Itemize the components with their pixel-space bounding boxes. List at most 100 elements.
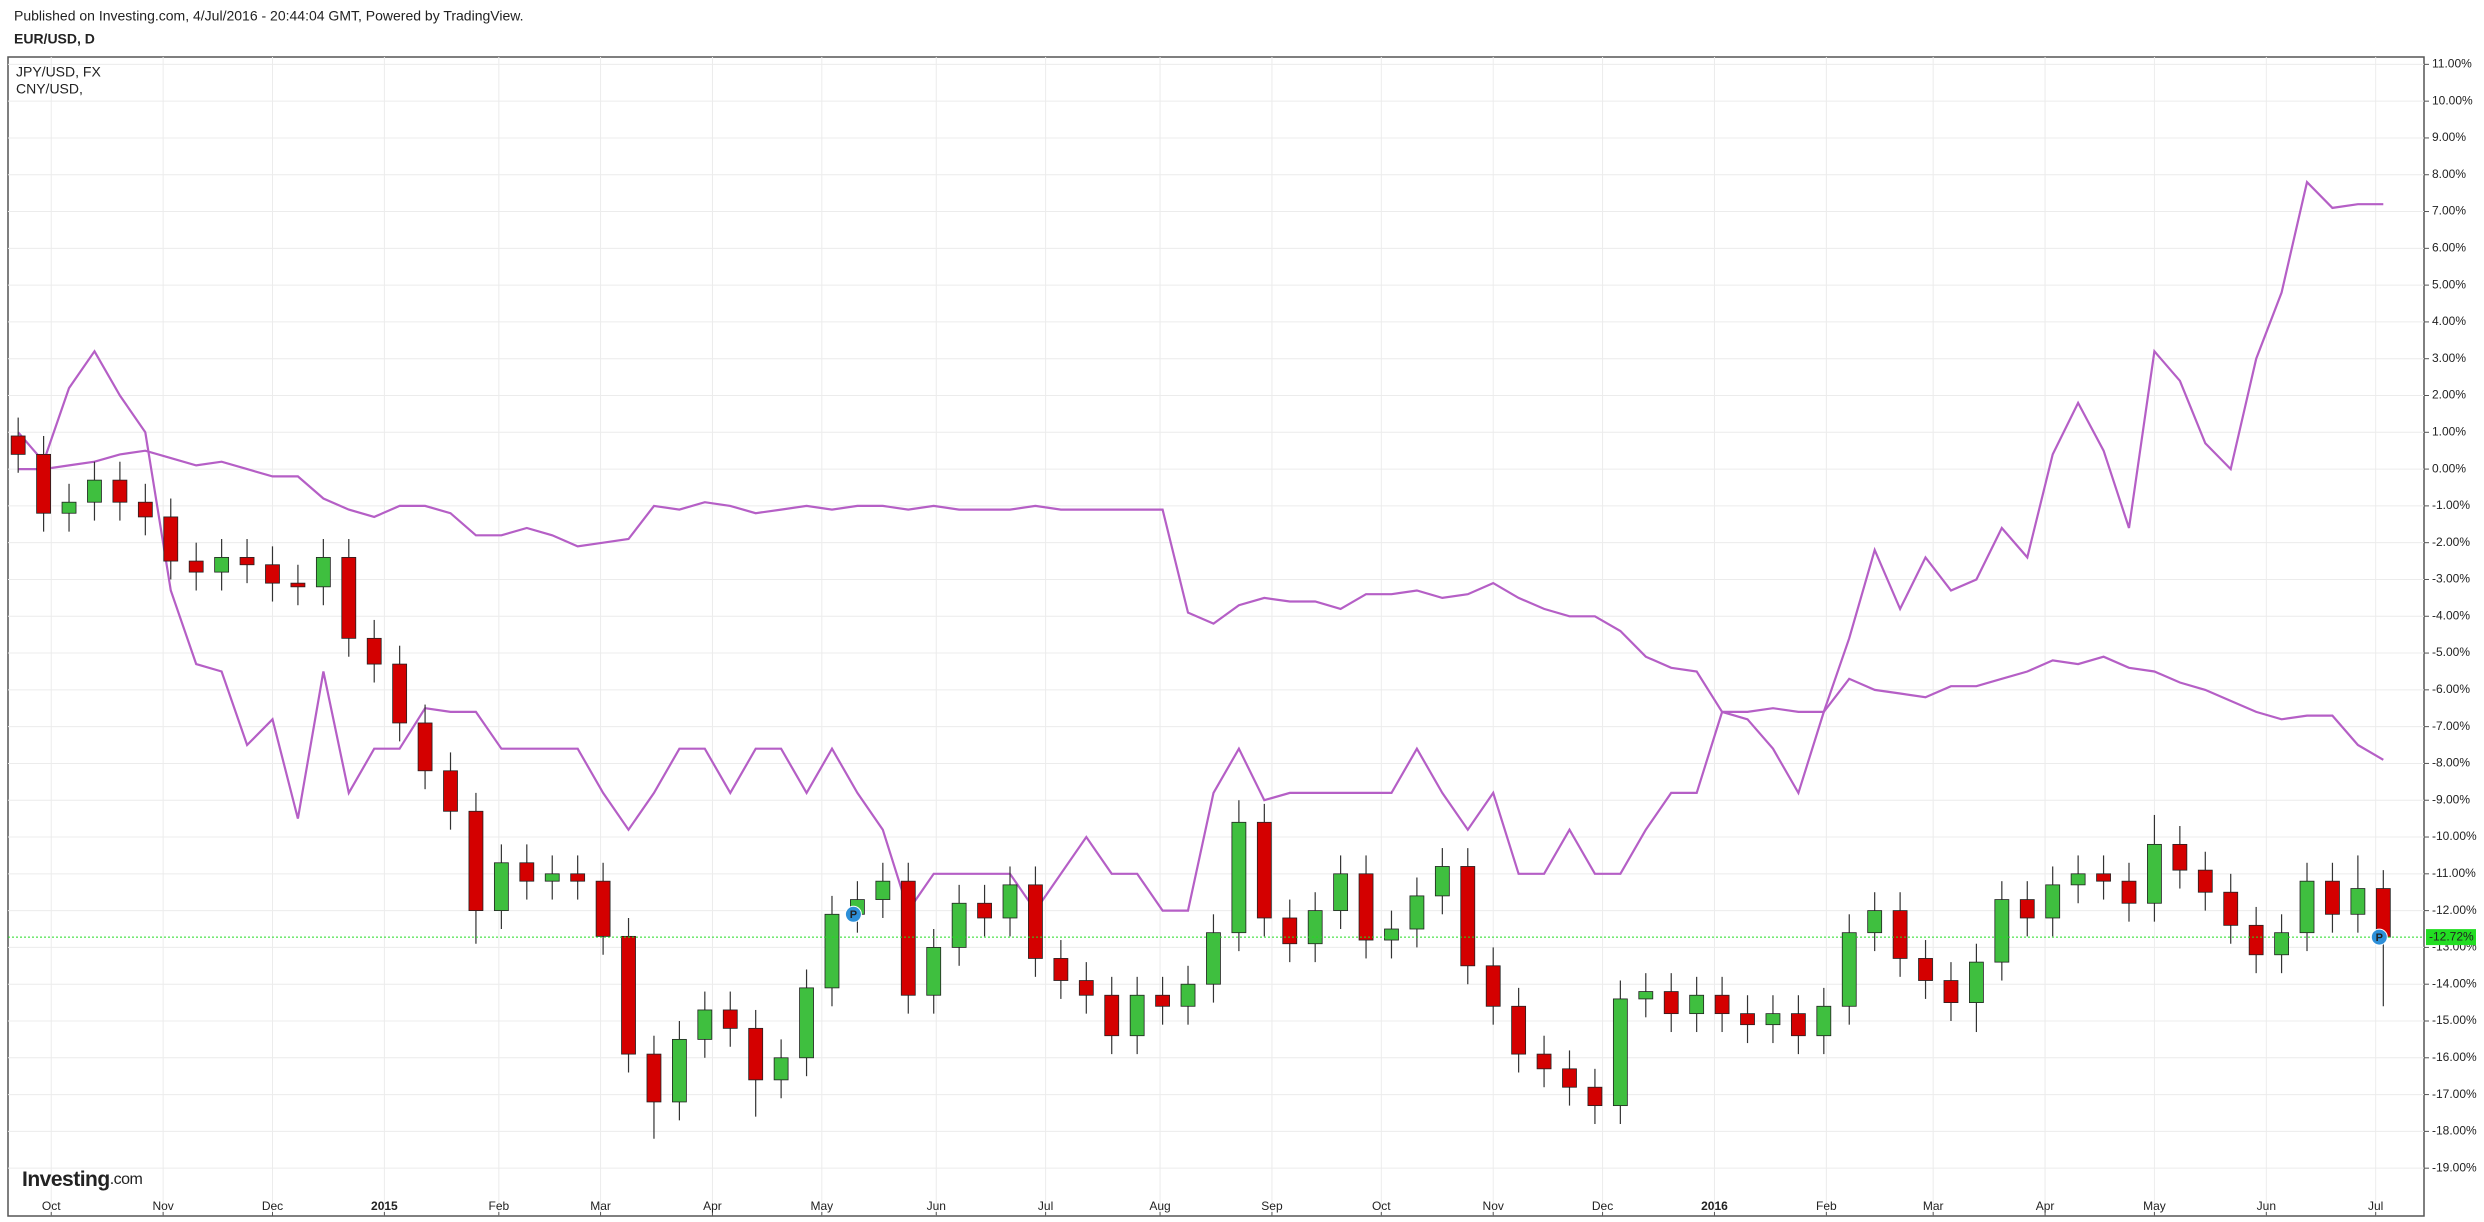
candle-body xyxy=(1231,821,1247,934)
candle-body xyxy=(1765,1013,1781,1026)
candle-body xyxy=(1180,983,1196,1007)
x-tick-label: Aug xyxy=(1149,1199,1170,1213)
candle-body xyxy=(1307,910,1323,945)
header: Published on Investing.com, 4/Jul/2016 -… xyxy=(14,8,523,24)
y-tick-label: -14.00% xyxy=(2432,976,2477,990)
x-tick-label: Jun xyxy=(2257,1199,2276,1213)
candle-body xyxy=(341,556,357,639)
event-marker xyxy=(844,905,862,923)
y-tick-label: 4.00% xyxy=(2432,314,2466,328)
candle-body xyxy=(2070,873,2086,886)
y-tick-label: 11.00% xyxy=(2432,57,2472,71)
candle-body xyxy=(697,1009,713,1040)
x-tick-label: 2016 xyxy=(1701,1199,1728,1213)
x-tick-label: Jul xyxy=(1038,1199,1053,1213)
candle-body xyxy=(1053,958,1069,981)
candle-body xyxy=(1663,991,1679,1015)
event-marker-label: P xyxy=(2376,932,2383,944)
candle-body xyxy=(1841,932,1857,1007)
candle-body xyxy=(87,479,102,503)
candle-body xyxy=(1994,899,2010,963)
y-tick-label: 5.00% xyxy=(2432,277,2466,291)
y-tick-label: -1.00% xyxy=(2432,498,2470,512)
candle-body xyxy=(417,722,433,772)
candle-body xyxy=(1562,1068,1577,1088)
candle-body xyxy=(519,862,535,882)
candle-body xyxy=(951,902,967,948)
y-tick-label: -11.00% xyxy=(2432,866,2476,880)
y-tick-label: -7.00% xyxy=(2432,719,2470,733)
candle-body xyxy=(1129,994,1145,1037)
candle-body xyxy=(2274,932,2289,956)
candle-body xyxy=(544,873,560,882)
y-tick-label: -8.00% xyxy=(2432,756,2470,770)
x-tick-label: Oct xyxy=(42,1199,61,1213)
candle-body xyxy=(290,582,306,588)
candle-body xyxy=(2325,880,2340,915)
line-series xyxy=(17,179,2384,914)
candle-body xyxy=(1460,866,1476,967)
candle-body xyxy=(2019,899,2035,919)
candle-body xyxy=(926,947,942,996)
y-tick-label: -9.00% xyxy=(2432,792,2470,806)
candle-body xyxy=(443,770,458,812)
candle-body xyxy=(2147,843,2162,904)
candle-body xyxy=(2197,869,2213,893)
y-tick-label: -19.00% xyxy=(2432,1160,2477,1174)
candle-body xyxy=(61,501,77,514)
candle-body xyxy=(1282,917,1298,945)
y-tick-label: -6.00% xyxy=(2432,682,2470,696)
x-tick-label: Dec xyxy=(1592,1199,1613,1213)
line-series xyxy=(18,449,2384,761)
candle-body xyxy=(1358,873,1374,941)
candle-body xyxy=(1384,928,1399,941)
candle-body xyxy=(2223,891,2239,926)
legend-entry: JPY/USD, FX xyxy=(16,64,101,80)
candle-body xyxy=(366,637,382,665)
candle-body xyxy=(392,663,408,724)
candle-body xyxy=(722,1009,738,1029)
candle-body xyxy=(977,902,992,919)
x-tick-label: May xyxy=(2143,1199,2166,1213)
brand-logo: Investing.com xyxy=(22,1168,143,1191)
legend-entry: CNY/USD, xyxy=(16,81,83,97)
candle-body xyxy=(1536,1053,1552,1070)
y-tick-label: 1.00% xyxy=(2432,424,2466,438)
brand-name: Investing xyxy=(22,1168,110,1191)
candle-body xyxy=(2121,880,2137,904)
plot-frame xyxy=(7,56,2425,1217)
candle-body xyxy=(214,556,230,573)
candle-body xyxy=(1409,895,1425,930)
y-tick-label: -3.00% xyxy=(2432,572,2470,586)
y-tick-label: 6.00% xyxy=(2432,240,2466,254)
y-tick-label: 3.00% xyxy=(2432,351,2466,365)
candle-body xyxy=(10,435,26,455)
candle-body xyxy=(1790,1013,1806,1037)
candle-body xyxy=(570,873,586,882)
x-tick-label: Dec xyxy=(262,1199,283,1213)
candle-body xyxy=(1028,884,1043,959)
chart-title: EUR/USD, D xyxy=(14,31,95,47)
candle-body xyxy=(112,479,128,503)
event-marker xyxy=(2370,928,2388,946)
y-tick-label: 10.00% xyxy=(2432,93,2473,107)
candle-body xyxy=(468,810,484,912)
y-tick-label: -12.00% xyxy=(2432,903,2477,917)
candle-body xyxy=(799,987,814,1059)
candle-body xyxy=(672,1038,687,1103)
candle-body xyxy=(2096,873,2111,882)
y-tick-label: -4.00% xyxy=(2432,608,2470,622)
y-tick-label: -15.00% xyxy=(2432,1013,2477,1027)
candle-body xyxy=(1740,1013,1755,1026)
x-tick-label: May xyxy=(810,1199,833,1213)
candle-body xyxy=(824,913,840,989)
x-tick-label: Feb xyxy=(1816,1199,1837,1213)
y-tick-label: 2.00% xyxy=(2432,388,2466,402)
y-tick-label: -18.00% xyxy=(2432,1124,2477,1138)
candle-body xyxy=(646,1053,662,1103)
candle-body xyxy=(188,560,204,573)
candle-body xyxy=(1816,1005,1832,1037)
candle-body xyxy=(621,935,636,1055)
candle-body xyxy=(1511,1005,1527,1055)
